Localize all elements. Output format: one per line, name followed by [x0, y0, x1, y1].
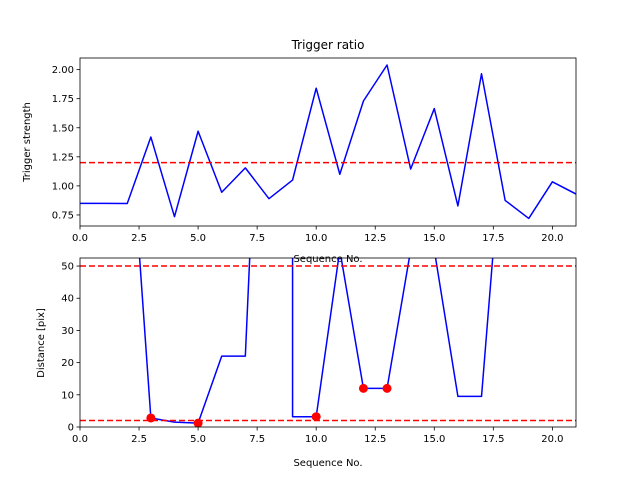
- x-tick-label: 12.5: [364, 434, 386, 445]
- y-tick-label: 50: [61, 262, 74, 273]
- y-tick-label: 1.50: [52, 123, 74, 134]
- y-tick-label: 30: [61, 326, 74, 337]
- data-marker: [193, 418, 203, 427]
- x-tick-label: 20.0: [541, 233, 563, 244]
- y-tick-label: 20: [61, 358, 74, 369]
- y-tick-label: 40: [61, 294, 74, 305]
- bottom-chart-xlabel: Sequence No.: [293, 458, 362, 469]
- x-tick-label: 5.0: [190, 434, 206, 445]
- x-tick-label: 2.5: [131, 233, 147, 244]
- x-tick-label: 0.0: [72, 434, 88, 445]
- x-tick-label: 12.5: [364, 233, 386, 244]
- x-tick-label: 17.5: [482, 233, 504, 244]
- x-tick-label: 0.0: [72, 233, 88, 244]
- top-chart-xlabel: Sequence No.: [293, 254, 362, 265]
- y-tick-label: 2.00: [52, 65, 74, 76]
- x-tick-label: 5.0: [190, 233, 206, 244]
- y-tick-label: 1.25: [52, 152, 74, 163]
- x-tick-label: 20.0: [541, 434, 563, 445]
- bottom-chart-ylabel: Distance [pix]: [36, 308, 47, 378]
- y-tick-label: 0: [68, 423, 74, 434]
- y-tick-label: 1.00: [52, 181, 74, 192]
- series-line-0-0: [80, 64, 576, 220]
- axes-frame: [79, 57, 577, 227]
- data-marker: [358, 383, 368, 393]
- x-tick-label: 15.0: [423, 233, 445, 244]
- x-tick-label: 10.0: [305, 434, 327, 445]
- axes-frame: [79, 257, 577, 428]
- x-tick-label: 7.5: [249, 233, 265, 244]
- y-tick-label: 1.75: [52, 94, 74, 105]
- top-chart-title: Trigger ratio: [291, 38, 365, 52]
- data-marker: [382, 383, 392, 393]
- x-tick-label: 15.0: [423, 434, 445, 445]
- top-chart-ylabel: Trigger strength: [22, 102, 33, 183]
- data-marker: [146, 413, 156, 423]
- bottom-subplot: Distance [pix] Sequence No. 0.0 2.5 5.0 7.5…: [36, 257, 577, 469]
- x-tick-label: 10.0: [305, 233, 327, 244]
- x-tick-label: 17.5: [482, 434, 504, 445]
- y-tick-label: 10: [61, 390, 74, 401]
- x-tick-label: 7.5: [249, 434, 265, 445]
- top-subplot: Trigger ratio Trigger strength Sequence …: [22, 38, 577, 265]
- data-marker: [311, 412, 321, 422]
- y-tick-label: 0.75: [52, 210, 74, 221]
- x-tick-label: 2.5: [131, 434, 147, 445]
